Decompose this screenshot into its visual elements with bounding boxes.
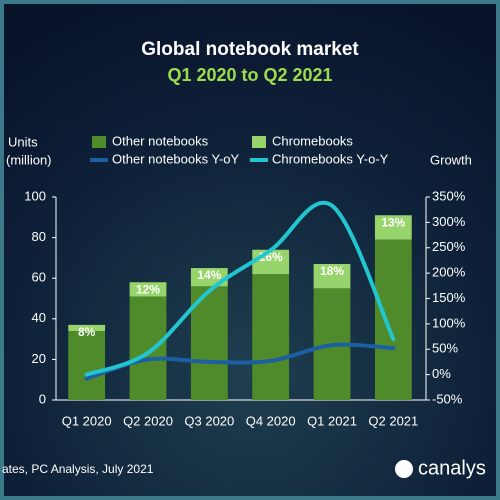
chart-title: Global notebook market (141, 39, 359, 60)
bar (129, 282, 167, 297)
x-tick-label: Q2 2021 (368, 413, 418, 428)
y2-tick-label: 150% (432, 290, 466, 305)
bar (374, 215, 412, 240)
bar (68, 330, 106, 400)
line (84, 342, 396, 381)
y2-tick-label: 200% (432, 265, 466, 280)
y2-tick-label: 100% (432, 315, 466, 330)
share-label: 13% (381, 215, 405, 229)
y-tick-label: 0 (39, 391, 46, 406)
legend-swatch (92, 136, 106, 148)
y-tick-label: 100 (24, 188, 46, 203)
bar (374, 239, 412, 400)
y-axis-title: Units (8, 134, 38, 149)
y-axis-title: (million) (6, 152, 52, 167)
bar (252, 249, 290, 275)
y-tick-label: 40 (32, 310, 46, 325)
y2-tick-label: -50% (432, 391, 463, 406)
x-tick-label: Q1 2020 (62, 413, 112, 428)
legend-swatch (252, 136, 266, 148)
legend-label: Other notebooks (112, 133, 209, 148)
y-tick-label: 60 (32, 270, 46, 285)
logo: canalys (418, 457, 486, 479)
bar (68, 324, 106, 331)
y2-tick-label: 250% (432, 239, 466, 254)
logo-icon (395, 460, 413, 478)
bar (313, 263, 351, 289)
legend-label: Chromebooks (272, 133, 353, 148)
source: ates, PC Analysis, July 2021 (2, 462, 154, 476)
bar (252, 274, 290, 400)
y2-tick-label: 300% (432, 214, 466, 229)
x-tick-label: Q3 2020 (184, 413, 234, 428)
x-tick-label: Q2 2020 (123, 413, 173, 428)
bar (129, 296, 167, 400)
share-label: 18% (320, 264, 344, 278)
y2-tick-label: 50% (432, 341, 458, 356)
legend-label: Chromebooks Y-o-Y (272, 151, 389, 166)
share-label: 8% (78, 325, 96, 339)
y2-tick-label: 0% (432, 366, 451, 381)
line (84, 200, 396, 377)
legend-label: Other notebooks Y-oY (112, 151, 240, 166)
y2-tick-label: 350% (432, 188, 466, 203)
chart-subtitle: Q1 2020 to Q2 2021 (167, 65, 332, 85)
share-label: 12% (136, 282, 160, 296)
x-tick-label: Q4 2020 (246, 413, 296, 428)
y2-axis-title: Growth (430, 152, 472, 167)
share-label: 14% (197, 268, 221, 282)
y-tick-label: 20 (32, 351, 46, 366)
x-tick-label: Q1 2021 (307, 413, 357, 428)
y-tick-label: 80 (32, 229, 46, 244)
